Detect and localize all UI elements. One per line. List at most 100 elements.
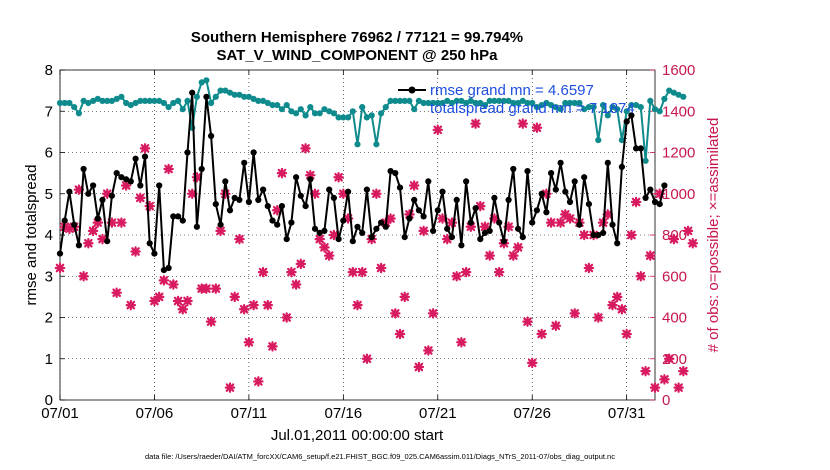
rmse-point xyxy=(241,159,248,166)
totalspread-point xyxy=(260,97,267,104)
totalspread-point xyxy=(571,99,578,107)
obs-count-point xyxy=(144,200,155,212)
totalspread-point xyxy=(618,137,626,144)
rmse-point xyxy=(387,168,394,175)
totalspread-point xyxy=(208,99,215,107)
obs-count-point xyxy=(503,221,514,233)
totalspread-point xyxy=(56,99,64,107)
rmse-point xyxy=(170,213,177,220)
obs-count-point xyxy=(569,308,580,319)
totalspread-point xyxy=(151,97,158,104)
rmse-point xyxy=(56,250,64,257)
rmse-point xyxy=(189,89,196,96)
rmse-point xyxy=(543,209,550,216)
totalspread-point xyxy=(453,97,460,104)
obs-count-point xyxy=(120,180,132,191)
rmse-point xyxy=(274,221,281,228)
obs-count-point xyxy=(649,382,661,393)
obs-count-point xyxy=(83,237,94,249)
obs-count-point xyxy=(243,336,255,348)
totalspread-point xyxy=(61,99,68,107)
obs-count-point xyxy=(673,382,684,393)
rmse-point xyxy=(85,190,92,197)
obs-count-point xyxy=(475,200,486,212)
rmse-point xyxy=(175,213,182,220)
totalspread-point xyxy=(80,97,87,104)
rmse-point xyxy=(156,182,163,189)
obs-count-point xyxy=(182,295,193,307)
obs-count-point xyxy=(153,291,165,303)
totalspread-point xyxy=(340,114,347,121)
rmse-point xyxy=(151,250,158,257)
legend: rmse grand mn = 4.6597 totalspread grand… xyxy=(398,82,635,117)
rmse-point xyxy=(307,176,314,183)
obs-count-point xyxy=(257,266,269,278)
rmse-point xyxy=(118,174,125,181)
obs-count-point xyxy=(305,169,316,181)
obs-count-point xyxy=(267,341,278,352)
totalspread-point xyxy=(255,97,262,104)
totalspread-point xyxy=(552,104,559,111)
totalspread-point xyxy=(590,104,597,111)
rmse-point xyxy=(75,242,82,249)
rmse-point xyxy=(600,229,607,236)
totalspread-point xyxy=(519,97,526,104)
obs-count-point xyxy=(668,233,680,245)
totalspread-point xyxy=(203,77,210,84)
obs-count-point xyxy=(135,192,146,204)
totalspread-point xyxy=(604,112,611,119)
obs-count-point xyxy=(526,357,538,369)
rmse-point xyxy=(160,267,167,274)
plot-area xyxy=(59,69,656,401)
obs-count-point xyxy=(300,143,311,154)
rmse-point xyxy=(359,229,366,236)
totalspread-point xyxy=(647,97,654,104)
obs-count-point xyxy=(394,328,406,340)
rmse-point xyxy=(496,219,503,226)
rmse-point xyxy=(453,196,460,203)
rmse-point xyxy=(80,165,87,173)
totalspread-point xyxy=(127,102,134,109)
rmse-point xyxy=(311,225,319,232)
totalspread-point xyxy=(382,104,389,111)
totalspread-point xyxy=(500,97,507,104)
obs-count-point xyxy=(328,229,340,241)
rmse-point xyxy=(562,188,569,195)
totalspread-point xyxy=(430,99,437,107)
obs-count-point xyxy=(583,262,595,274)
totalspread-point xyxy=(420,99,427,107)
y-axis-ticks: 0 1 2 3 4 5 6 7 8 xyxy=(45,62,65,409)
totalspread-point xyxy=(651,106,659,113)
totalspread-point xyxy=(467,97,474,104)
rmse-point xyxy=(439,188,446,195)
rmse-point xyxy=(656,201,663,208)
totalspread-point xyxy=(123,99,130,107)
totalspread-point xyxy=(245,93,252,100)
x-tick-label: 07/31 xyxy=(608,405,646,422)
rmse-point xyxy=(198,165,205,173)
totalspread-point xyxy=(132,99,139,107)
totalspread-point xyxy=(345,114,352,121)
totalspread-point xyxy=(198,79,205,86)
obs-count-point xyxy=(508,250,519,261)
totalspread-point xyxy=(585,104,593,111)
obs-count-point xyxy=(201,283,212,294)
rmse-point xyxy=(515,225,522,232)
obs-count-point xyxy=(418,225,429,237)
totalspread-point xyxy=(444,97,451,104)
rmse-point xyxy=(245,198,252,206)
rmse-point xyxy=(623,118,630,125)
rmse-point xyxy=(316,229,323,236)
totalspread-point xyxy=(425,99,432,107)
totalspread-point xyxy=(557,106,564,113)
obs-count-point xyxy=(229,291,240,303)
obs-count-point xyxy=(73,184,85,195)
rmse-point xyxy=(430,227,437,234)
rmse-point xyxy=(604,159,611,166)
obs-count-point xyxy=(168,279,179,290)
obs-count-point xyxy=(205,316,217,327)
rmse-point xyxy=(614,240,621,247)
rmse-point xyxy=(193,223,200,230)
totalspread-point xyxy=(434,99,441,107)
obs-count-point xyxy=(441,233,453,245)
